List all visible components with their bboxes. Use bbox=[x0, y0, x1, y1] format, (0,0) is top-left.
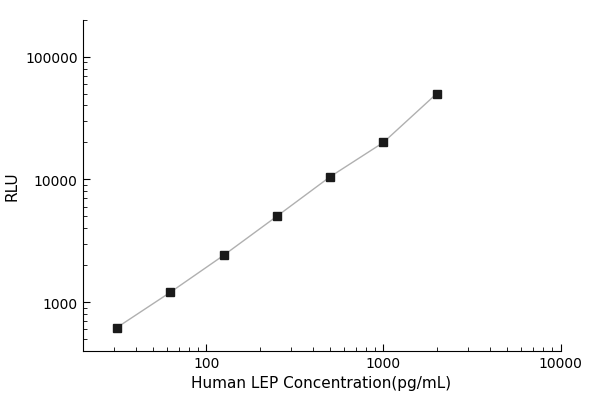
Y-axis label: RLU: RLU bbox=[5, 171, 19, 201]
X-axis label: Human LEP Concentration(pg/mL): Human LEP Concentration(pg/mL) bbox=[192, 375, 451, 390]
